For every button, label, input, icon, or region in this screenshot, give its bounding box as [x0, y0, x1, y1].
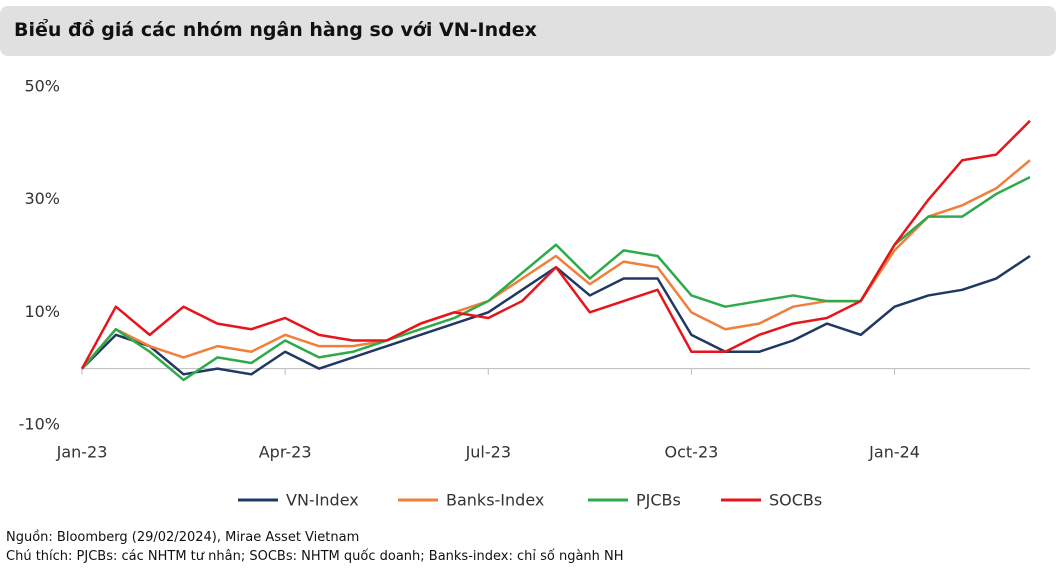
line: [81, 176, 1031, 382]
y-tick-label: 50%: [24, 77, 60, 96]
header: Biểu đồ giá các nhóm ngân hàng so với VN…: [0, 6, 1056, 56]
line: [81, 159, 1031, 370]
legend-label: VN-Index: [286, 491, 359, 510]
chart: -10% 10% 30% 50% Jan-23 Apr-23 Jul-23 Oct-23 Jan…: [19, 77, 1031, 510]
note: Chú thích: PJCBs: các NHTM tư nhân; SOCB…: [6, 549, 624, 564]
y-tick-label: 10%: [24, 302, 60, 321]
y-tick-label: 30%: [24, 189, 60, 208]
line: [80, 119, 1031, 370]
x-tick-label: Jul-23: [465, 443, 511, 462]
legend-label: Banks-Index: [446, 491, 544, 510]
note: Nguồn: Bloomberg (29/02/2024), Mirae Ass…: [6, 530, 360, 545]
y-tick-label: -10%: [19, 415, 60, 434]
line: [81, 254, 1031, 376]
x-tick-label: Apr-23: [259, 443, 312, 462]
x-tick-label: Oct-23: [665, 443, 719, 462]
chart-title: Biểu đồ giá các nhóm ngân hàng so với VN…: [14, 19, 537, 41]
x-tick-label: Jan-23: [56, 443, 108, 462]
legend-label: SOCBs: [769, 491, 822, 510]
legend-label: PJCBs: [636, 491, 681, 510]
x-tick-label: Jan-24: [868, 443, 920, 462]
